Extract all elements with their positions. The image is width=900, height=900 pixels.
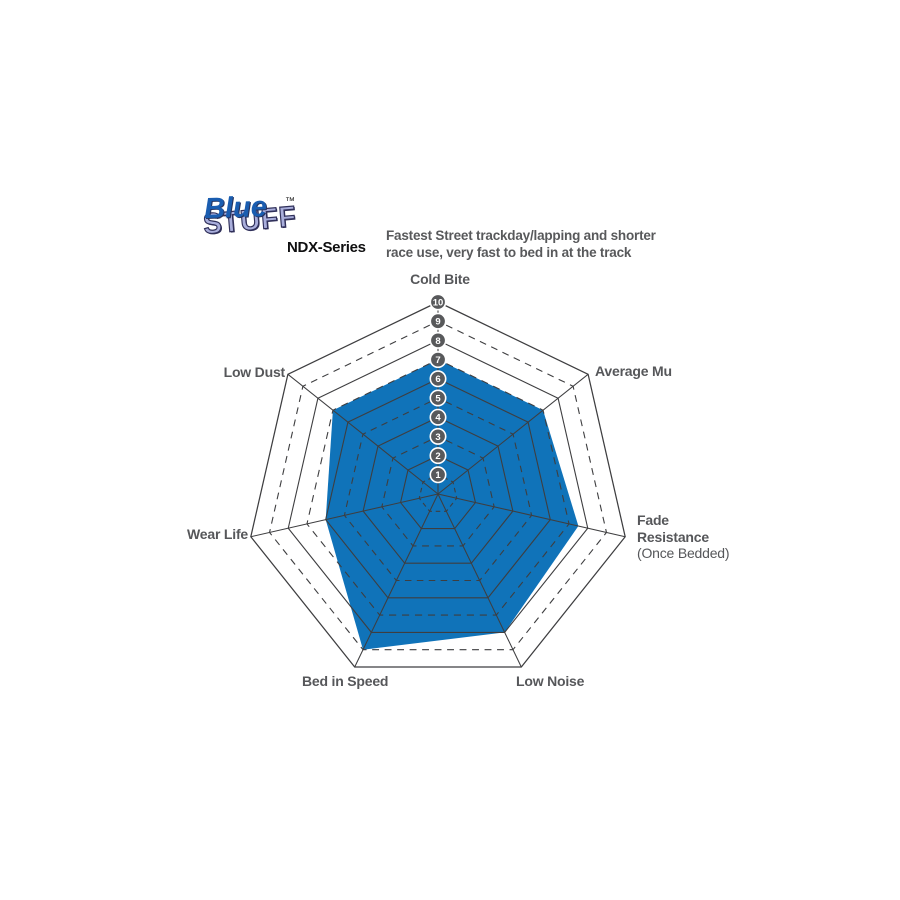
axis-label-bed-in-speed: Bed in Speed bbox=[302, 673, 389, 689]
ring-dashed-segment bbox=[268, 386, 304, 533]
axis-line bbox=[354, 493, 439, 668]
scale-badge bbox=[429, 408, 447, 426]
fade-line3: (Once Bedded) bbox=[637, 545, 730, 561]
axis-line bbox=[250, 493, 439, 538]
scale-badge bbox=[429, 447, 447, 465]
scale-badge bbox=[429, 293, 447, 311]
ring-dashed-segment bbox=[572, 386, 608, 533]
axis-line bbox=[437, 493, 522, 668]
scale-badge-label: 2 bbox=[435, 451, 440, 462]
ring-dashed-segment bbox=[343, 434, 364, 516]
ring-dashed-segment bbox=[418, 481, 424, 499]
ring-dashed-segment bbox=[302, 320, 439, 387]
ring-solid bbox=[250, 301, 626, 668]
scale-badge bbox=[429, 466, 447, 484]
ring-dashed-segment bbox=[392, 435, 439, 459]
axis-label-cold-bite: Cold Bite bbox=[410, 271, 470, 287]
ring-dashed-segment bbox=[452, 481, 458, 499]
axis-line bbox=[437, 373, 589, 495]
scale-badge-label: 9 bbox=[435, 317, 440, 328]
scale-badges: 1 2 3 4 5 6 7 8 9 10 bbox=[429, 293, 447, 484]
ring-solid bbox=[325, 378, 551, 599]
scale-badge bbox=[429, 331, 447, 349]
axis-line bbox=[437, 493, 626, 538]
scale-badge-label: 3 bbox=[435, 432, 440, 443]
scale-badge bbox=[429, 351, 447, 369]
product-tagline: Fastest Street trackday/lapping and shor… bbox=[386, 227, 656, 261]
trademark-symbol: ™ bbox=[285, 196, 295, 207]
scale-badge-label: 7 bbox=[435, 355, 440, 366]
axis-label-low-noise: Low Noise bbox=[516, 673, 585, 689]
ring-dashed-segment bbox=[512, 532, 607, 651]
ring-dashed-segment bbox=[381, 506, 414, 547]
series-name: NDX-Series bbox=[287, 239, 366, 256]
ring-solid bbox=[399, 454, 477, 530]
axis-label-wear-life: Wear Life bbox=[187, 526, 248, 542]
ring-dashed-segment bbox=[418, 497, 431, 512]
scale-badge-label: 6 bbox=[435, 374, 440, 385]
scale-badge bbox=[429, 312, 447, 330]
scale-badge bbox=[429, 389, 447, 407]
axis-label-low-dust: Low Dust bbox=[223, 364, 286, 380]
ring-dashed-segment bbox=[437, 397, 514, 435]
ring-dashed-segment bbox=[479, 515, 533, 581]
ring-dashed-segment bbox=[437, 320, 574, 387]
ring-solid bbox=[287, 339, 589, 633]
axis-label-average-mu: Average Mu bbox=[595, 363, 672, 379]
scale-badge-label: 10 bbox=[433, 297, 444, 308]
scale-badge-label: 5 bbox=[435, 393, 441, 404]
ring-dashed-segment bbox=[269, 532, 364, 651]
grid-rings bbox=[250, 301, 626, 668]
scale-badge-label: 8 bbox=[435, 336, 440, 347]
brand-logo: STUFF Blue ™ NDX-Series bbox=[201, 191, 381, 266]
scale-badge-label: 1 bbox=[435, 470, 441, 481]
fade-line2: Resistance bbox=[637, 528, 709, 545]
tagline-line1: Fastest Street trackday/lapping and shor… bbox=[386, 228, 656, 243]
scale-badge bbox=[429, 427, 447, 445]
scale-badge bbox=[429, 370, 447, 388]
ring-dashed-segment bbox=[437, 435, 484, 459]
ring-dashed-segment bbox=[362, 397, 439, 435]
tagline-line2: race use, very fast to bed in at the tra… bbox=[386, 245, 632, 260]
ring-dashed-segment bbox=[512, 434, 533, 516]
fade-line1: Fade bbox=[637, 512, 669, 528]
ring-dashed-segment bbox=[343, 515, 397, 581]
ring-dashed-segment bbox=[445, 497, 458, 512]
ring-solid bbox=[362, 416, 514, 564]
ring-dashed-segment bbox=[381, 457, 394, 507]
ring-dashed-segment bbox=[462, 506, 495, 547]
scale-badge-label: 4 bbox=[435, 413, 441, 424]
axis-label-fade-resistance: Fade Resistance (Once Bedded) bbox=[637, 512, 730, 562]
axis-line bbox=[287, 373, 439, 495]
ring-dashed-segment bbox=[482, 457, 495, 507]
